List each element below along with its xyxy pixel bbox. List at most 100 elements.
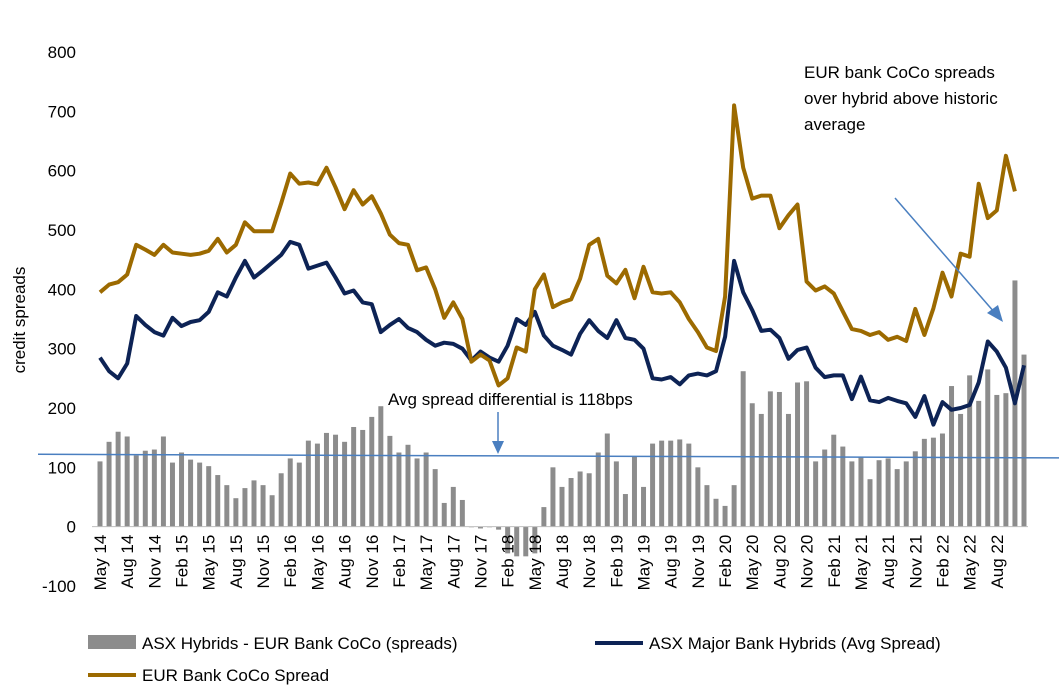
bar bbox=[305, 440, 311, 527]
bar bbox=[1003, 393, 1009, 527]
bar bbox=[713, 498, 719, 527]
eur-spread-annotation-line-1: EUR bank CoCo spreads bbox=[804, 63, 995, 82]
bar bbox=[731, 485, 737, 527]
bar bbox=[441, 502, 447, 527]
legend-item-asx: ASX Major Bank Hybrids (Avg Spread) bbox=[595, 634, 941, 653]
bar bbox=[568, 478, 574, 527]
bar bbox=[251, 480, 257, 527]
x-tick-label: Aug 15 bbox=[227, 535, 246, 589]
bar bbox=[831, 434, 837, 527]
x-tick-label: Nov 17 bbox=[471, 535, 490, 589]
bar bbox=[586, 473, 592, 527]
asx-hybrids-line bbox=[98, 239, 1026, 427]
x-tick-label: Feb 18 bbox=[499, 535, 518, 588]
y-tick-label: 100 bbox=[48, 458, 76, 477]
y-tick-label: 800 bbox=[48, 43, 76, 62]
bar bbox=[949, 386, 955, 527]
eur-spread-annotation-line-2: over hybrid above historic bbox=[804, 89, 998, 108]
bar bbox=[595, 452, 601, 527]
bar bbox=[396, 452, 402, 527]
bar-series bbox=[97, 280, 1027, 557]
bar bbox=[985, 369, 991, 527]
avg-spread-line bbox=[37, 453, 1059, 459]
bar bbox=[876, 460, 882, 527]
x-tick-label: Aug 16 bbox=[336, 535, 355, 589]
y-axis-label: credit spreads bbox=[10, 267, 29, 374]
bar bbox=[613, 461, 619, 527]
bar bbox=[749, 403, 755, 527]
x-tick-label: Aug 19 bbox=[662, 535, 681, 589]
y-tick-label: 0 bbox=[67, 518, 76, 537]
x-tick-label: May 15 bbox=[200, 535, 219, 591]
x-tick-label: Nov 15 bbox=[254, 535, 273, 589]
bar bbox=[351, 426, 357, 527]
x-tick-label: Nov 21 bbox=[906, 535, 925, 589]
y-tick-label: 700 bbox=[48, 102, 76, 121]
x-tick-label: Aug 22 bbox=[988, 535, 1007, 589]
x-tick-label: Feb 20 bbox=[716, 535, 735, 588]
bar bbox=[677, 439, 683, 527]
bar bbox=[822, 449, 828, 527]
bar bbox=[939, 433, 945, 527]
y-axis: -100 0 100 200 300 400 500 600 700 800 bbox=[42, 43, 76, 596]
bar bbox=[758, 413, 764, 527]
bar bbox=[106, 441, 112, 527]
y-tick-label: 300 bbox=[48, 340, 76, 359]
bar bbox=[668, 440, 674, 527]
x-tick-label: May 17 bbox=[417, 535, 436, 591]
x-tick-label: May 18 bbox=[526, 535, 545, 591]
x-tick-label: Nov 14 bbox=[145, 535, 164, 589]
bar bbox=[133, 455, 139, 527]
bar bbox=[450, 486, 456, 527]
bar bbox=[912, 451, 918, 527]
legend: ASX Hybrids - EUR Bank CoCo (spreads) AS… bbox=[88, 634, 941, 685]
bar bbox=[342, 441, 348, 527]
x-tick-label: Nov 18 bbox=[580, 535, 599, 589]
bar bbox=[532, 526, 538, 554]
bar bbox=[124, 436, 130, 527]
bar bbox=[686, 443, 692, 527]
bar bbox=[921, 438, 927, 527]
bar bbox=[242, 488, 248, 527]
bar bbox=[151, 449, 157, 527]
bar bbox=[967, 375, 973, 527]
bar bbox=[813, 461, 819, 527]
x-tick-label: Feb 17 bbox=[390, 535, 409, 588]
x-tick-label: Aug 14 bbox=[118, 535, 137, 589]
bar bbox=[432, 469, 438, 527]
bar bbox=[269, 495, 275, 527]
bar bbox=[840, 446, 846, 527]
bar bbox=[795, 382, 801, 527]
x-tick-label: May 20 bbox=[743, 535, 762, 591]
bar bbox=[894, 469, 900, 527]
eur-spread-arrow bbox=[894, 197, 1003, 322]
x-tick-label: Aug 18 bbox=[553, 535, 572, 589]
x-tick-label: May 21 bbox=[852, 535, 871, 591]
bar bbox=[577, 471, 583, 527]
bar bbox=[767, 391, 773, 527]
x-tick-label: Feb 22 bbox=[933, 535, 952, 588]
bar bbox=[550, 467, 556, 527]
bar bbox=[405, 444, 411, 527]
legend-label-bars: ASX Hybrids - EUR Bank CoCo (spreads) bbox=[142, 634, 458, 653]
bar bbox=[650, 443, 656, 527]
bar bbox=[785, 413, 791, 527]
y-tick-label: -100 bbox=[42, 577, 76, 596]
legend-item-eur: EUR Bank CoCo Spread bbox=[88, 666, 329, 685]
x-tick-label: Feb 21 bbox=[825, 535, 844, 588]
eur-spread-annotation-line-3: average bbox=[804, 115, 865, 134]
x-axis: May 14 Aug 14 Nov 14 Feb 15 May 15 Aug 15 Nov … bbox=[91, 535, 1007, 591]
bar bbox=[142, 450, 148, 527]
bar bbox=[559, 486, 565, 527]
bar bbox=[169, 462, 175, 527]
x-tick-label: May 16 bbox=[308, 535, 327, 591]
bar bbox=[160, 436, 166, 527]
bar bbox=[659, 440, 665, 527]
bar bbox=[188, 459, 194, 527]
bar bbox=[976, 400, 982, 527]
bar bbox=[1021, 354, 1027, 527]
bar bbox=[115, 431, 121, 527]
avg-spread-arrow bbox=[492, 412, 504, 454]
x-tick-label: Aug 17 bbox=[444, 535, 463, 589]
bar bbox=[215, 475, 221, 527]
